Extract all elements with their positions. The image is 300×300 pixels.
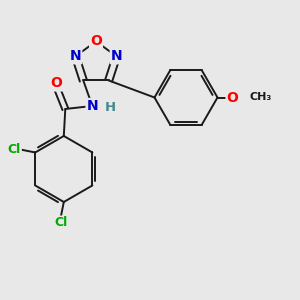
Text: N: N [111, 49, 122, 63]
Text: N: N [86, 99, 98, 113]
Text: Cl: Cl [8, 143, 21, 156]
Text: CH₃: CH₃ [249, 92, 271, 103]
Text: O: O [90, 34, 102, 48]
Text: H: H [105, 101, 116, 114]
Text: O: O [226, 91, 238, 104]
Text: Cl: Cl [54, 217, 68, 230]
Text: O: O [50, 76, 62, 91]
Text: N: N [70, 49, 81, 63]
